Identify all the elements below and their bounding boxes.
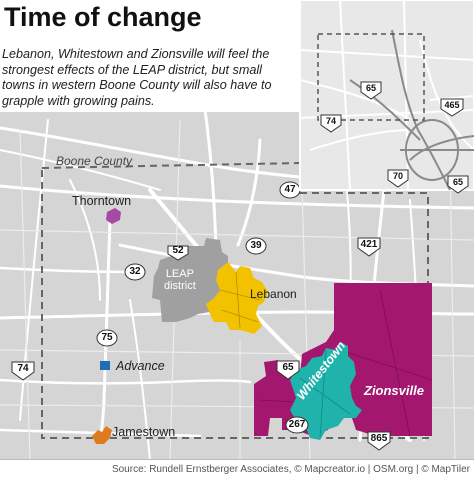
inset-route-65b-number: 65 — [452, 177, 463, 187]
thorntown-area — [106, 208, 121, 224]
route-865-shield — [367, 431, 391, 451]
lebanon-streets — [219, 271, 261, 329]
whitestown-area — [290, 342, 362, 440]
route-865-number: 865 — [370, 433, 388, 444]
inset-map — [299, 0, 474, 194]
inset-route-70-number: 70 — [392, 171, 403, 181]
route-74-number: 74 — [17, 363, 29, 374]
footer-divider — [0, 459, 474, 460]
map-title: Time of change — [4, 2, 202, 32]
route-75-number: 75 — [101, 332, 113, 343]
inset-boone-county-outline — [317, 33, 425, 121]
route-65-shield — [276, 360, 300, 380]
whitestown-streets — [299, 349, 351, 439]
zionsville-label: Zionsville — [364, 383, 424, 398]
boone-county-map — [0, 0, 474, 460]
inset-route-465-number: 465 — [444, 100, 460, 110]
lebanon-area — [206, 262, 268, 334]
map-description: Lebanon, Whitestown and Zionsville will … — [2, 47, 272, 108]
jamestown-area — [92, 426, 112, 444]
route-52-shield — [167, 245, 189, 261]
advance-area — [100, 361, 110, 370]
route-74-shield — [11, 361, 35, 381]
route-267-number: 267 — [288, 419, 306, 430]
route-52-number: 52 — [172, 245, 184, 256]
route-39-number: 39 — [250, 240, 262, 251]
route-shields — [11, 181, 391, 451]
leap-district-area — [152, 238, 228, 322]
route-47-number: 47 — [284, 184, 296, 195]
lebanon-label: Lebanon — [250, 287, 297, 301]
inset-route-65-number: 65 — [365, 83, 376, 93]
route-75-shield — [96, 329, 118, 347]
leap-district-label: LEAP district — [164, 268, 196, 292]
jamestown-label: Jamestown — [112, 425, 176, 439]
route-65-number: 65 — [282, 362, 294, 373]
source-credit: Source: Rundell Ernstberger Associates, … — [111, 464, 470, 475]
advance-label: Advance — [116, 359, 165, 373]
route-32-number: 32 — [129, 266, 141, 277]
route-421-number: 421 — [360, 239, 378, 250]
title-panel — [0, 0, 300, 112]
route-267-shield — [285, 416, 309, 434]
county-label: Boone County — [56, 154, 133, 168]
route-32-shield — [124, 263, 146, 281]
thorntown-label: Thorntown — [72, 194, 132, 208]
route-421-shield — [357, 237, 381, 257]
route-39-shield — [245, 237, 267, 255]
inset-route-74-number: 74 — [325, 116, 336, 126]
